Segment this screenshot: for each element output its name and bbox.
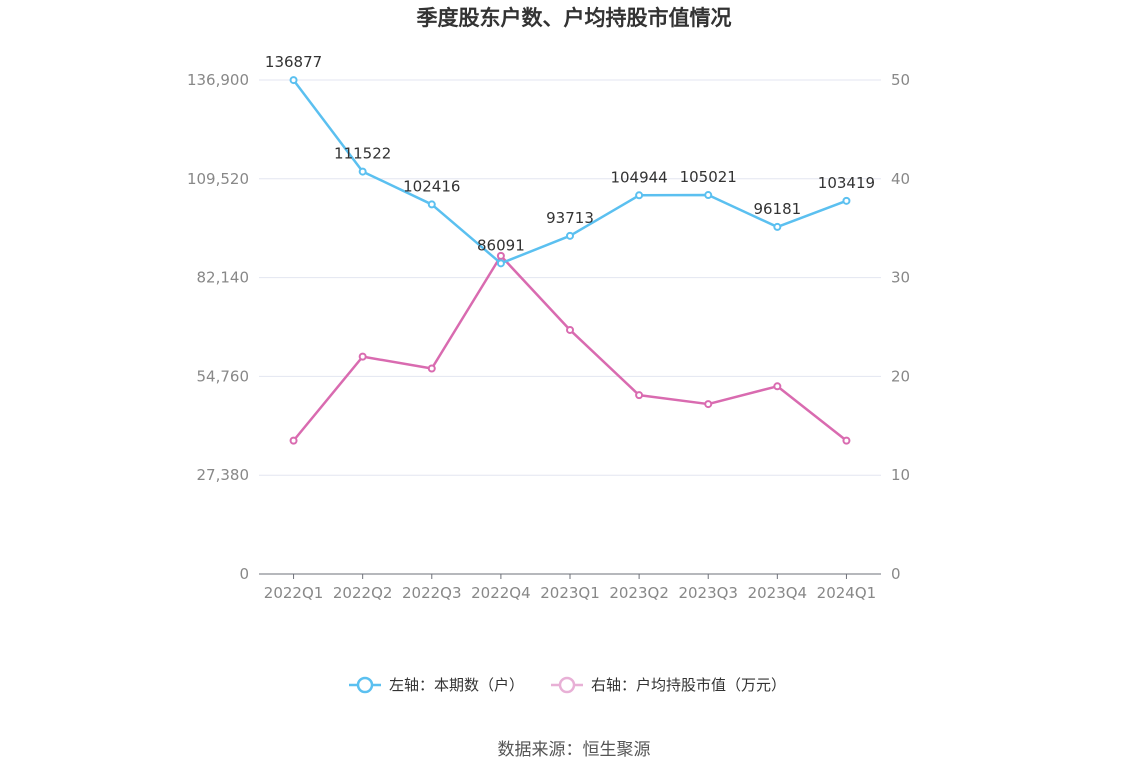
series-line-right: [292, 254, 848, 442]
x-axis-tick-label: 2022Q1: [264, 584, 324, 602]
legend-marker-icon: [356, 676, 374, 694]
data-point-left: [496, 259, 505, 268]
left-axis-tick-label: 82,140: [197, 269, 250, 287]
data-point-right: [427, 364, 436, 373]
data-point-left: [635, 191, 644, 200]
data-point-right: [773, 382, 782, 391]
left-axis-tick-label: 54,760: [197, 367, 250, 385]
left-axis-tick-label: 109,520: [187, 170, 249, 188]
x-axis-tick-label: 2023Q3: [678, 584, 738, 602]
data-label: 136877: [265, 53, 322, 71]
legend-label: 右轴：户均持股市值（万元）: [591, 676, 786, 694]
data-labels: 136877 111522 102416 86091 93713 104944 105021…: [265, 53, 875, 254]
data-point-right: [566, 325, 574, 334]
legend-item-left-axis[interactable]: 左轴：本期数（户）: [349, 676, 524, 694]
data-point-left: [289, 76, 298, 85]
legend[interactable]: 左轴：本期数（户） 右轴：户均持股市值（万元）: [349, 676, 786, 694]
x-axis-tick-label: 2022Q4: [471, 584, 531, 602]
right-axis-tick-label: 10: [891, 466, 910, 484]
data-point-left: [773, 222, 782, 231]
data-point-right: [635, 391, 644, 400]
data-point-right: [289, 436, 298, 445]
data-point-left: [842, 196, 851, 205]
right-axis-tick-label: 0: [891, 565, 901, 583]
legend-item-right-axis[interactable]: 右轴：户均持股市值（万元）: [551, 676, 786, 694]
left-axis-tick-label: 27,380: [197, 466, 250, 484]
data-point-right: [704, 400, 713, 409]
data-label: 93713: [546, 209, 594, 227]
x-axis-tick-label: 2023Q2: [609, 584, 669, 602]
data-point-right: [496, 251, 505, 260]
data-point-left: [358, 167, 367, 176]
source-note: 数据来源：恒生聚源: [498, 740, 651, 760]
x-axis-tick-label: 2022Q2: [333, 584, 393, 602]
axes: 0 0 27,380 10 54,760 20 82,140 30 109,520 40 136,9…: [187, 71, 910, 602]
chart-title: 季度股东户数、户均持股市值情况: [417, 6, 732, 30]
data-point-left: [427, 200, 436, 209]
data-point-right: [842, 436, 851, 445]
data-label: 102416: [403, 177, 460, 195]
left-axis-tick-label: 136,900: [187, 71, 249, 89]
right-axis-tick-label: 50: [891, 71, 910, 89]
data-point-left: [704, 191, 713, 200]
legend-marker-icon: [558, 676, 576, 694]
data-label: 86091: [477, 236, 525, 254]
x-axis-tick-label: 2024Q1: [817, 584, 877, 602]
data-point-left: [566, 231, 574, 240]
right-axis-tick-label: 30: [891, 269, 910, 287]
grid-lines: [259, 79, 881, 476]
data-point-right: [358, 352, 367, 361]
x-axis-tick-label: 2023Q1: [540, 584, 600, 602]
data-label: 104944: [610, 168, 667, 186]
x-axis-tick-label: 2023Q4: [748, 584, 808, 602]
data-label: 96181: [753, 200, 801, 218]
x-axis-tick-label: 2022Q3: [402, 584, 462, 602]
right-axis-tick-label: 20: [891, 367, 910, 385]
data-label: 111522: [334, 145, 391, 163]
right-axis-tick-label: 40: [891, 170, 910, 188]
data-label: 105021: [680, 168, 737, 186]
series-layer: [289, 76, 851, 445]
data-label: 103419: [818, 174, 875, 192]
left-axis-tick-label: 0: [239, 565, 249, 583]
legend-label: 左轴：本期数（户）: [389, 676, 524, 694]
